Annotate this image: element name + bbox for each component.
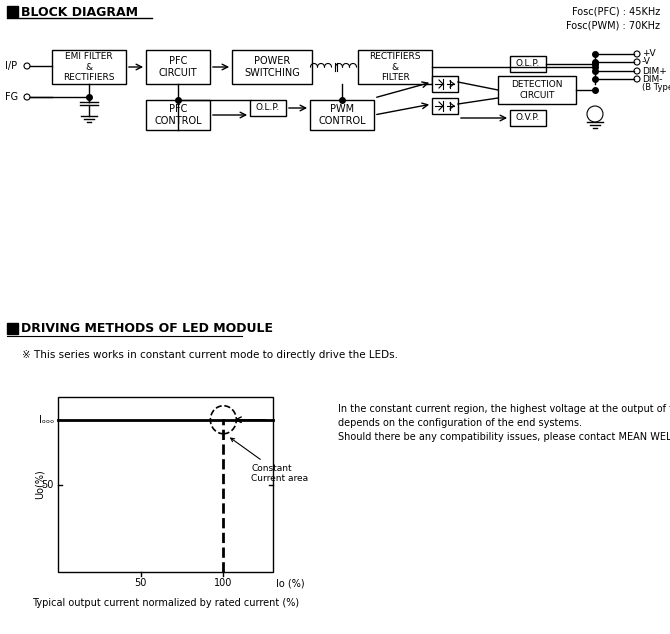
- Text: Constant
Current area: Constant Current area: [230, 438, 308, 483]
- Text: O.V.P.: O.V.P.: [516, 113, 540, 122]
- Text: O.L.P.: O.L.P.: [256, 103, 280, 112]
- Text: BLOCK DIAGRAM: BLOCK DIAGRAM: [21, 6, 138, 18]
- Bar: [232, 50, 312, 84]
- Text: DETECTION
CIRCUIT: DETECTION CIRCUIT: [511, 81, 563, 100]
- Bar: [432, 76, 458, 92]
- Bar: [498, 76, 576, 104]
- Text: (B Type): (B Type): [642, 82, 670, 91]
- Text: FG: FG: [5, 92, 18, 102]
- Text: PWM
CONTROL: PWM CONTROL: [318, 104, 366, 126]
- Text: 50: 50: [42, 479, 54, 489]
- Text: Io (%): Io (%): [276, 578, 305, 588]
- Text: DRIVING METHODS OF LED MODULE: DRIVING METHODS OF LED MODULE: [21, 321, 273, 335]
- Text: Fosc(PFC) : 45KHz
Fosc(PWM) : 70KHz: Fosc(PFC) : 45KHz Fosc(PWM) : 70KHz: [566, 6, 660, 30]
- Bar: [58, 397, 273, 572]
- Bar: [7, 323, 18, 334]
- Bar: [510, 56, 546, 72]
- Text: DIM-: DIM-: [642, 75, 663, 84]
- Text: I/P: I/P: [5, 61, 17, 71]
- Bar: [146, 50, 210, 84]
- Bar: [7, 6, 18, 17]
- Text: Typical output current normalized by rated current (%): Typical output current normalized by rat…: [32, 598, 299, 608]
- Text: PFC
CONTROL: PFC CONTROL: [154, 104, 202, 126]
- Text: DIM+: DIM+: [642, 67, 667, 75]
- Text: In the constant current region, the highest voltage at the output of the driver: In the constant current region, the high…: [338, 404, 670, 414]
- Bar: [250, 100, 286, 116]
- Bar: [432, 98, 458, 114]
- Text: Should there be any compatibility issues, please contact MEAN WELL.: Should there be any compatibility issues…: [338, 432, 670, 442]
- Text: 100: 100: [214, 578, 232, 588]
- Bar: [146, 100, 210, 130]
- Text: ※ This series works in constant current mode to directly drive the LEDs.: ※ This series works in constant current …: [22, 350, 398, 360]
- Text: 50: 50: [135, 578, 147, 588]
- Text: POWER
SWITCHING: POWER SWITCHING: [244, 56, 300, 78]
- Text: Uo(%): Uo(%): [35, 470, 45, 500]
- Bar: [310, 100, 374, 130]
- Bar: [358, 50, 432, 84]
- Text: Iₒₒₒ: Iₒₒₒ: [39, 415, 54, 425]
- Bar: [510, 110, 546, 126]
- Bar: [52, 50, 126, 84]
- Text: +V: +V: [642, 49, 656, 58]
- Text: EMI FILTER
&
RECTIFIERS: EMI FILTER & RECTIFIERS: [63, 52, 115, 82]
- Text: -V: -V: [642, 58, 651, 67]
- Text: depends on the configuration of the end systems.: depends on the configuration of the end …: [338, 418, 582, 428]
- Text: PFC
CIRCUIT: PFC CIRCUIT: [159, 56, 197, 78]
- Text: RECTIFIERS
&
FILTER: RECTIFIERS & FILTER: [369, 52, 421, 82]
- Text: O.L.P.: O.L.P.: [516, 60, 540, 68]
